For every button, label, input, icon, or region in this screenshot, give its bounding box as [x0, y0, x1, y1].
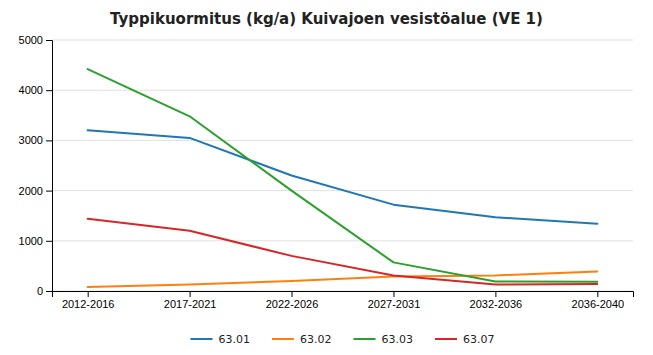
- y-tick-label: 0: [37, 285, 43, 297]
- x-tick-mark: [190, 291, 191, 297]
- lines: [88, 69, 598, 287]
- x-tick: 2032-2036: [470, 291, 523, 310]
- y-tick-mark: [46, 140, 52, 141]
- x-tick-label: 2027-2031: [368, 298, 421, 310]
- y-tick-mark: [46, 40, 52, 41]
- series-line: [88, 219, 598, 285]
- x-tick-mark: [292, 291, 293, 297]
- x-tick-label: 2017-2021: [164, 298, 217, 310]
- grid-line: [52, 90, 633, 91]
- x-tick-mark: [597, 291, 598, 297]
- y-tick: 1000: [19, 235, 52, 247]
- legend: 63.01 63.02 63.03 63.07: [191, 333, 495, 346]
- x-tick: 2012-2016: [62, 291, 115, 310]
- y-tick: 2000: [19, 185, 52, 197]
- legend-item: 63.03: [354, 333, 414, 346]
- y-tick-mark: [46, 291, 52, 292]
- y-axis: 0 1000 2000 3000 4000 5000: [19, 34, 53, 297]
- legend-swatch: [435, 338, 457, 340]
- x-tick-label: 2032-2036: [470, 298, 523, 310]
- legend-item: 63.02: [272, 333, 332, 346]
- y-axis-line: [46, 41, 53, 292]
- legend-label: 63.07: [463, 333, 495, 346]
- x-tick-mark: [88, 291, 89, 297]
- y-tick-label: 2000: [19, 185, 43, 197]
- x-axis: 2012-2016 2017-2021 2022-2026 2027-2031 2032…: [53, 291, 634, 310]
- grid-line: [52, 140, 633, 141]
- y-tick: 0: [37, 285, 52, 297]
- y-tick-label: 4000: [19, 84, 43, 96]
- legend-swatch: [354, 338, 376, 340]
- legend-swatch: [191, 338, 213, 340]
- y-tick-label: 1000: [19, 235, 43, 247]
- series-line: [88, 130, 598, 223]
- x-tick-mark: [393, 291, 394, 297]
- y-tick-mark: [46, 90, 52, 91]
- y-tick-mark: [46, 241, 52, 242]
- y-tick-label: 3000: [19, 134, 43, 146]
- series-line: [88, 69, 598, 282]
- chart-container: Typpikuormitus (kg/a) Kuivajoen vesistöa…: [0, 0, 653, 355]
- x-tick-label: 2012-2016: [62, 298, 115, 310]
- x-tick: 2022-2026: [266, 291, 319, 310]
- legend-label: 63.01: [219, 333, 251, 346]
- y-tick: 3000: [19, 134, 52, 146]
- chart-svg: Typpikuormitus (kg/a) Kuivajoen vesistöa…: [0, 0, 653, 355]
- y-tick-label: 5000: [19, 34, 43, 46]
- grid-line: [52, 240, 633, 241]
- legend-label: 63.02: [300, 333, 332, 346]
- grid-line: [52, 40, 633, 41]
- legend-item: 63.01: [191, 333, 251, 346]
- plot-area: 0100020003000400050002012-20162017-20212…: [19, 34, 634, 310]
- legend-swatch: [272, 338, 294, 340]
- x-tick-label: 2022-2026: [266, 298, 319, 310]
- x-axis-line: [53, 292, 634, 298]
- x-tick-mark: [495, 291, 496, 297]
- grid: [52, 40, 633, 291]
- y-tick: 4000: [19, 84, 52, 96]
- x-tick: 2027-2031: [368, 291, 421, 310]
- legend-item: 63.07: [435, 333, 495, 346]
- x-tick-label: 2036-2040: [572, 298, 625, 310]
- y-tick: 5000: [19, 34, 52, 46]
- x-tick: 2017-2021: [164, 291, 217, 310]
- y-tick-mark: [46, 191, 52, 192]
- chart-title: Typpikuormitus (kg/a) Kuivajoen vesistöa…: [110, 10, 543, 28]
- x-tick: 2036-2040: [572, 291, 625, 310]
- legend-label: 63.03: [382, 333, 414, 346]
